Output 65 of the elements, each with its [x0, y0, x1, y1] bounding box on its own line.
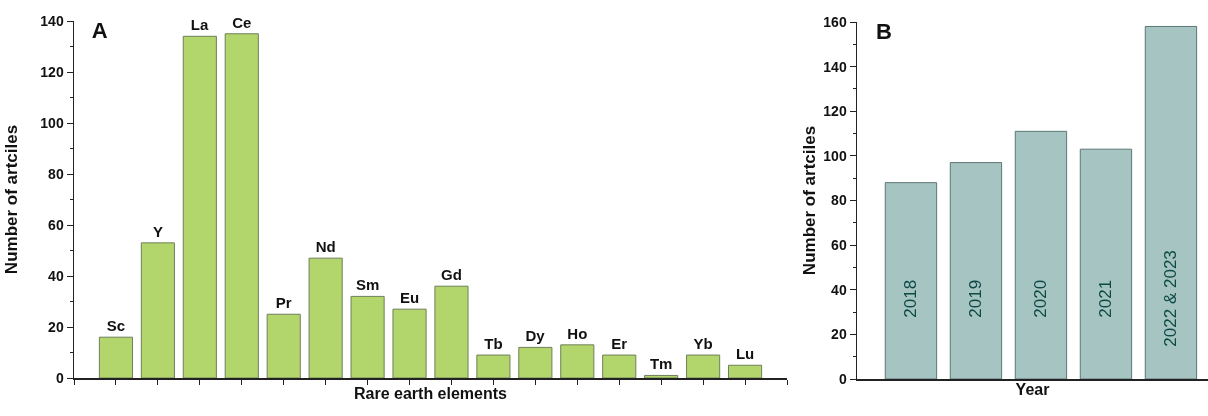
x-axis-title: Rare earth elements	[354, 384, 508, 402]
bar	[350, 295, 385, 378]
y-tick-label: 100	[40, 114, 64, 131]
chart-title: B	[875, 19, 892, 45]
bar	[266, 313, 301, 378]
y-tick-label: 60	[831, 237, 847, 254]
y-tick-label: 80	[831, 192, 847, 209]
y-tick-label: 20	[831, 326, 847, 343]
bar	[560, 344, 595, 378]
bar	[224, 33, 259, 378]
bar	[182, 35, 217, 378]
bar	[1079, 148, 1133, 379]
y-tick-label: 0	[55, 369, 64, 386]
category-label: Ho	[567, 324, 588, 342]
bar	[727, 364, 763, 378]
y-tick-label: 40	[831, 281, 847, 298]
bar	[98, 336, 134, 378]
bar	[644, 374, 679, 378]
bar	[392, 308, 427, 378]
category-label: 2019	[966, 279, 986, 318]
category-label: Nd	[315, 238, 336, 256]
bar	[518, 346, 553, 378]
x-axis-title: Year	[1015, 380, 1050, 398]
y-tick-label: 60	[48, 216, 64, 233]
y-tick-label: 160	[823, 13, 847, 30]
y-tick-label: 120	[823, 103, 847, 120]
y-tick-label: 100	[823, 147, 847, 164]
category-label: La	[190, 16, 209, 34]
category-label: Yb	[693, 335, 713, 353]
y-tick-label: 140	[40, 12, 64, 29]
category-label: Pr	[275, 294, 292, 312]
bar	[434, 285, 469, 378]
bar	[884, 182, 938, 379]
y-axis-title: Number of artciles	[2, 124, 22, 275]
bar	[686, 354, 721, 378]
category-label: Er	[611, 335, 628, 353]
bar	[476, 354, 511, 378]
category-label: Tb	[484, 335, 503, 353]
bar	[140, 242, 175, 378]
y-tick-label: 120	[40, 63, 64, 80]
chart-title: A	[91, 18, 108, 44]
bar	[602, 354, 637, 378]
category-label: Ce	[232, 13, 252, 31]
category-label: Y	[152, 222, 163, 240]
category-label: Dy	[525, 327, 545, 345]
y-tick-label: 40	[48, 267, 64, 284]
y-tick-label: 80	[48, 165, 64, 182]
y-axis-title: Number of artciles	[800, 125, 819, 276]
bar	[1144, 25, 1198, 379]
category-label: Gd	[441, 266, 462, 284]
category-label: Sm	[355, 276, 380, 294]
y-tick-label: 140	[823, 58, 847, 75]
y-tick-label: 20	[48, 318, 64, 335]
y-tick-label: 0	[838, 370, 847, 387]
category-label: Tm	[649, 355, 673, 373]
bar	[949, 162, 1003, 379]
category-label: 2018	[901, 279, 921, 318]
category-label: 2021	[1096, 279, 1116, 318]
category-label: Lu	[735, 345, 755, 363]
category-label: 2022 & 2023	[1161, 250, 1181, 347]
bar	[1014, 130, 1068, 379]
category-label: Sc	[106, 317, 126, 335]
category-label: 2020	[1031, 279, 1051, 318]
category-label: Eu	[399, 289, 420, 307]
bar	[308, 257, 343, 378]
